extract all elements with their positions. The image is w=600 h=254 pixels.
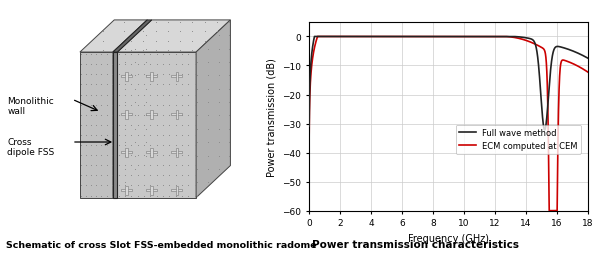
Y-axis label: Power transmission (dB): Power transmission (dB) — [267, 58, 277, 176]
Full wave method — [311, 36, 318, 39]
Bar — [125, 186, 128, 195]
Bar — [176, 148, 178, 157]
Bar — [146, 189, 157, 192]
Text: Cross
dipole FSS: Cross dipole FSS — [7, 137, 55, 156]
Bar — [146, 152, 157, 154]
Full wave method — [354, 36, 361, 39]
Bar — [172, 152, 182, 154]
ECM computed at CEM — [305, 136, 313, 139]
Bar — [146, 114, 157, 116]
Bar — [151, 73, 153, 82]
Polygon shape — [118, 21, 230, 53]
Full wave method — [337, 36, 344, 39]
Bar — [151, 186, 153, 195]
Bar — [146, 76, 157, 78]
Bar — [125, 148, 128, 157]
Full wave method — [425, 36, 432, 39]
Full wave method — [541, 129, 548, 132]
Full wave method — [549, 54, 556, 57]
Bar — [125, 73, 128, 82]
Full wave method — [584, 57, 592, 60]
Bar — [125, 110, 128, 119]
Bar — [176, 110, 178, 119]
Bar — [172, 114, 182, 116]
ECM computed at CEM — [337, 36, 344, 39]
Text: Power transmission characteristics: Power transmission characteristics — [312, 239, 519, 249]
Bar — [176, 186, 178, 195]
Polygon shape — [118, 53, 196, 198]
ECM computed at CEM — [413, 36, 420, 39]
ECM computed at CEM — [549, 209, 556, 212]
Bar — [172, 189, 182, 192]
Line: ECM computed at CEM: ECM computed at CEM — [309, 37, 588, 211]
ECM computed at CEM — [545, 209, 553, 212]
Polygon shape — [113, 21, 147, 198]
Full wave method — [305, 125, 313, 128]
Polygon shape — [113, 53, 118, 198]
Legend: Full wave method, ECM computed at CEM: Full wave method, ECM computed at CEM — [455, 125, 581, 154]
Bar — [121, 152, 132, 154]
ECM computed at CEM — [314, 36, 321, 39]
Full wave method — [413, 36, 420, 39]
Text: Monolithic
wall: Monolithic wall — [7, 97, 54, 116]
Line: Full wave method: Full wave method — [309, 37, 588, 130]
Polygon shape — [80, 53, 113, 198]
Bar — [176, 73, 178, 82]
Full wave method — [579, 55, 586, 58]
ECM computed at CEM — [354, 36, 361, 39]
Polygon shape — [80, 21, 147, 53]
X-axis label: Frequency (GHz): Frequency (GHz) — [408, 233, 489, 243]
Text: Schematic of cross Slot FSS-embedded monolithic radome: Schematic of cross Slot FSS-embedded mon… — [6, 240, 317, 249]
ECM computed at CEM — [579, 68, 586, 71]
Bar — [121, 76, 132, 78]
ECM computed at CEM — [584, 71, 592, 74]
Bar — [121, 189, 132, 192]
Polygon shape — [113, 21, 152, 53]
Bar — [151, 110, 153, 119]
ECM computed at CEM — [425, 36, 432, 39]
Bar — [121, 114, 132, 116]
Bar — [151, 148, 153, 157]
Polygon shape — [196, 21, 230, 198]
Bar — [172, 76, 182, 78]
